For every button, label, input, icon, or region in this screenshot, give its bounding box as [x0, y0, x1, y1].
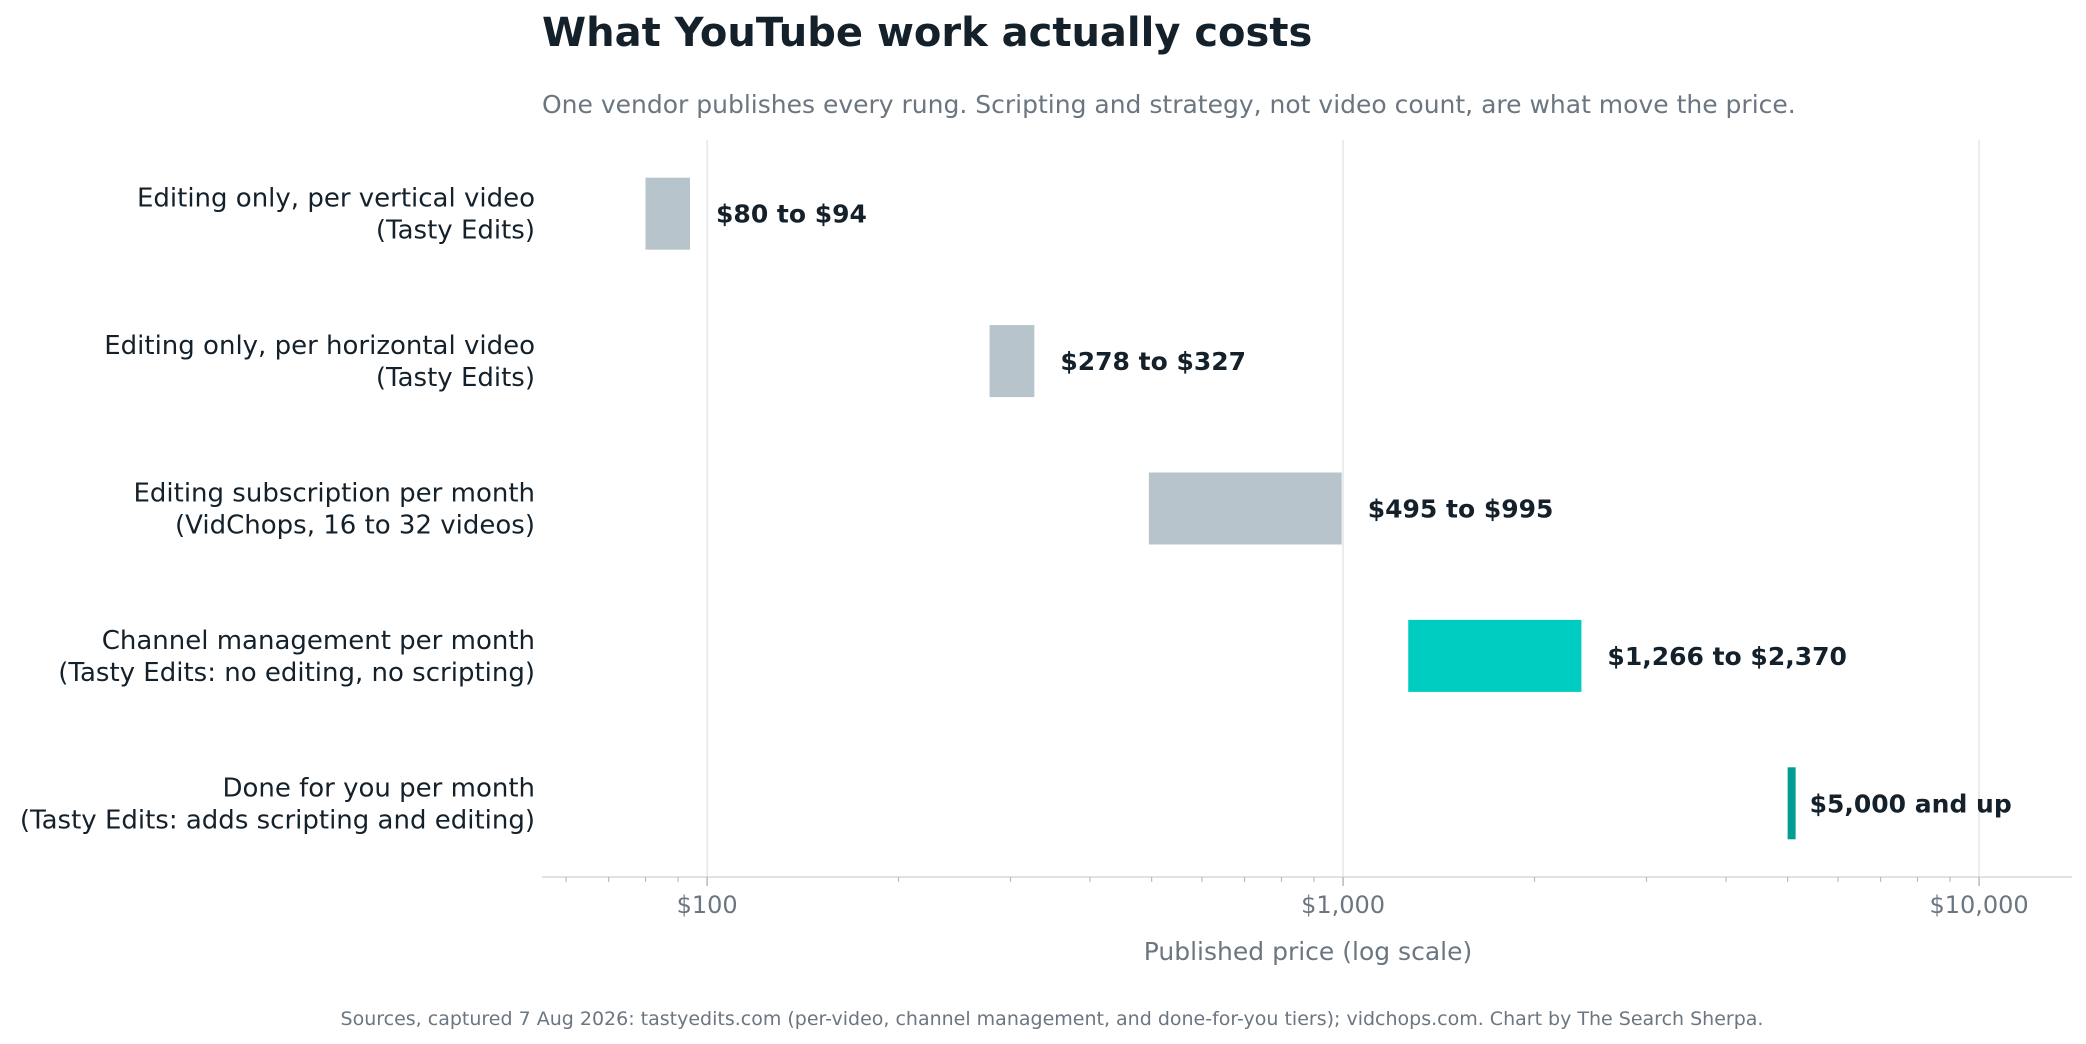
x-tick-label: $1,000: [1301, 891, 1385, 919]
range-bar: [1408, 619, 1582, 692]
x-tick-label: $10,000: [1929, 891, 2028, 919]
x-tick-label: $100: [677, 891, 738, 919]
value-label: $80 to $94: [716, 200, 867, 229]
range-bar: [645, 177, 691, 250]
category-label: (VidChops, 16 to 32 videos): [175, 511, 535, 541]
category-label: (Tasty Edits: no editing, no scripting): [58, 658, 535, 688]
bars: $80 to $94 $278 to $327 $495 to $995 $1,266…: [645, 177, 2012, 840]
category-label: (Tasty Edits: adds scripting and editing…: [20, 805, 535, 835]
source-note: Sources, captured 7 Aug 2026: tastyedits…: [341, 1008, 1764, 1030]
value-label: $5,000 and up: [1810, 789, 2012, 818]
x-axis: $100 $1,000 $10,000: [542, 876, 2072, 919]
range-bar: [1148, 472, 1342, 545]
chart-subtitle: One vendor publishes every rung. Scripti…: [542, 90, 1796, 119]
value-label: $278 to $327: [1060, 347, 1246, 376]
category-label: Editing only, per vertical video: [137, 184, 535, 214]
category-label: Editing subscription per month: [133, 479, 535, 509]
category-label: (Tasty Edits): [376, 216, 535, 246]
value-label: $1,266 to $2,370: [1607, 642, 1846, 671]
gridlines: [706, 140, 1980, 877]
x-axis-title: Published price (log scale): [1144, 937, 1472, 966]
chart-title: What YouTube work actually costs: [542, 10, 1312, 56]
value-label: $495 to $995: [1368, 495, 1554, 524]
range-bar: [989, 325, 1035, 398]
category-label: Done for you per month: [222, 773, 535, 803]
category-label: (Tasty Edits): [376, 363, 535, 393]
category-label: Editing only, per horizontal video: [104, 331, 535, 361]
category-label: Channel management per month: [102, 626, 535, 656]
category-labels: Editing only, per vertical video(Tasty E…: [20, 184, 535, 836]
range-bar: [1787, 767, 1796, 840]
